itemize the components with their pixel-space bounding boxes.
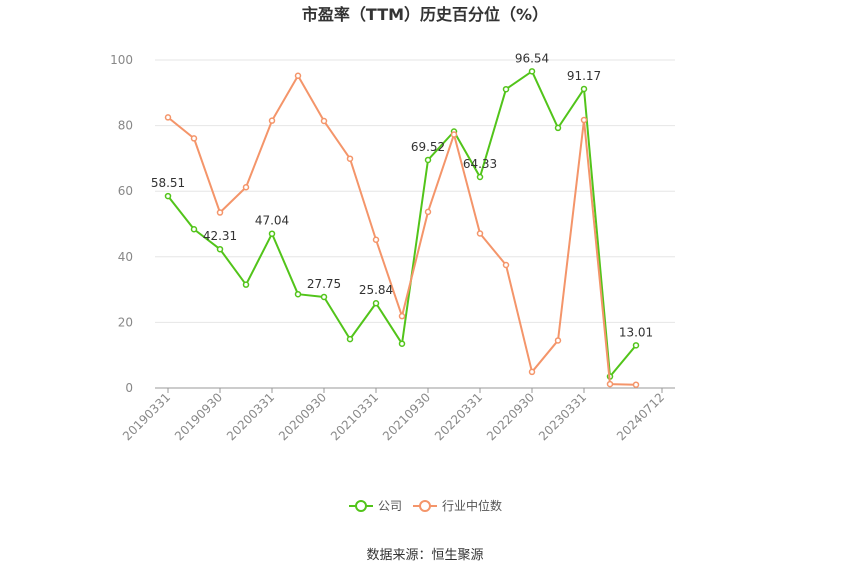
data-point [242,184,250,191]
data-point [528,68,536,75]
legend-label: 公司 [378,499,402,513]
legend-swatch-marker [419,500,431,512]
series-line-0 [167,70,637,378]
data-point [346,155,354,162]
data-point [320,293,328,301]
data-point [372,236,380,243]
data-label: 69.52 [411,140,445,154]
data-point [632,381,640,388]
data-point [502,261,510,269]
data-point [554,337,562,344]
data-label: 25.84 [359,283,393,297]
data-label: 91.17 [567,69,601,83]
data-label: 27.75 [307,277,341,291]
x-tick-label: 20210930 [380,390,433,443]
x-tick-label: 20200331 [224,390,277,443]
data-label: 13.01 [619,325,653,339]
chart-title: 市盈率（TTM）历史百分位（%） [302,5,548,24]
data-point [528,368,536,376]
data-point [398,340,406,347]
x-tick-label: 20240712 [614,390,667,443]
data-point [580,85,588,93]
data-point [372,299,380,307]
x-tick-label: 20190930 [172,390,225,443]
data-point [424,156,432,164]
legend-item-0[interactable]: 公司 [349,499,402,513]
x-tick-label: 20190331 [120,390,173,443]
y-tick-label: 0 [125,381,133,395]
legend-swatch-marker [355,500,367,512]
x-tick-label: 20210331 [328,390,381,443]
data-point [450,131,458,138]
data-point [190,225,198,233]
data-labels: 58.51 42.31 47.04 27.75 25.84 69.52 64.33 96.54… [151,51,653,339]
data-point [346,335,354,343]
data-point [476,230,484,237]
data-point [268,230,276,237]
x-tick-label: 20220930 [484,390,537,443]
y-tick-label: 60 [118,184,133,198]
y-tick-label: 20 [118,315,133,329]
series-group [164,68,640,388]
data-label: 64.33 [463,157,497,171]
data-point [164,192,172,200]
data-label: 58.51 [151,176,185,190]
data-source: 数据来源：恒生聚源 [366,548,483,563]
data-point [242,281,250,288]
legend[interactable]: 公司 行业中位数 [349,498,502,513]
data-point [216,209,224,216]
data-point [268,117,276,124]
data-label: 47.04 [255,214,289,228]
data-point [476,173,484,181]
data-point [580,116,588,124]
x-tick-label: 20200930 [276,390,329,443]
legend-item-1[interactable]: 行业中位数 [413,498,502,513]
data-point [164,114,172,121]
data-point [398,312,406,320]
x-axis: 2019033120190930202003312020093020210331… [120,387,675,443]
y-tick-label: 100 [110,53,133,67]
data-point [424,208,432,216]
data-point [216,245,224,253]
data-point [294,290,302,298]
x-tick-label: 20230331 [536,390,589,443]
data-point [502,85,510,93]
data-label: 42.31 [203,229,237,243]
data-point [190,135,198,142]
y-tick-label: 40 [118,250,133,264]
data-point [294,72,302,79]
grid-lines [155,59,675,323]
x-tick-label: 20220331 [432,390,485,443]
legend-label: 行业中位数 [442,498,502,513]
y-axis: 0 20 40 60 80 100 [110,53,133,395]
data-point [632,342,640,349]
data-point [320,117,328,125]
data-label: 96.54 [515,51,549,65]
data-point [606,380,614,388]
y-tick-label: 80 [118,119,133,133]
data-point [554,124,562,132]
